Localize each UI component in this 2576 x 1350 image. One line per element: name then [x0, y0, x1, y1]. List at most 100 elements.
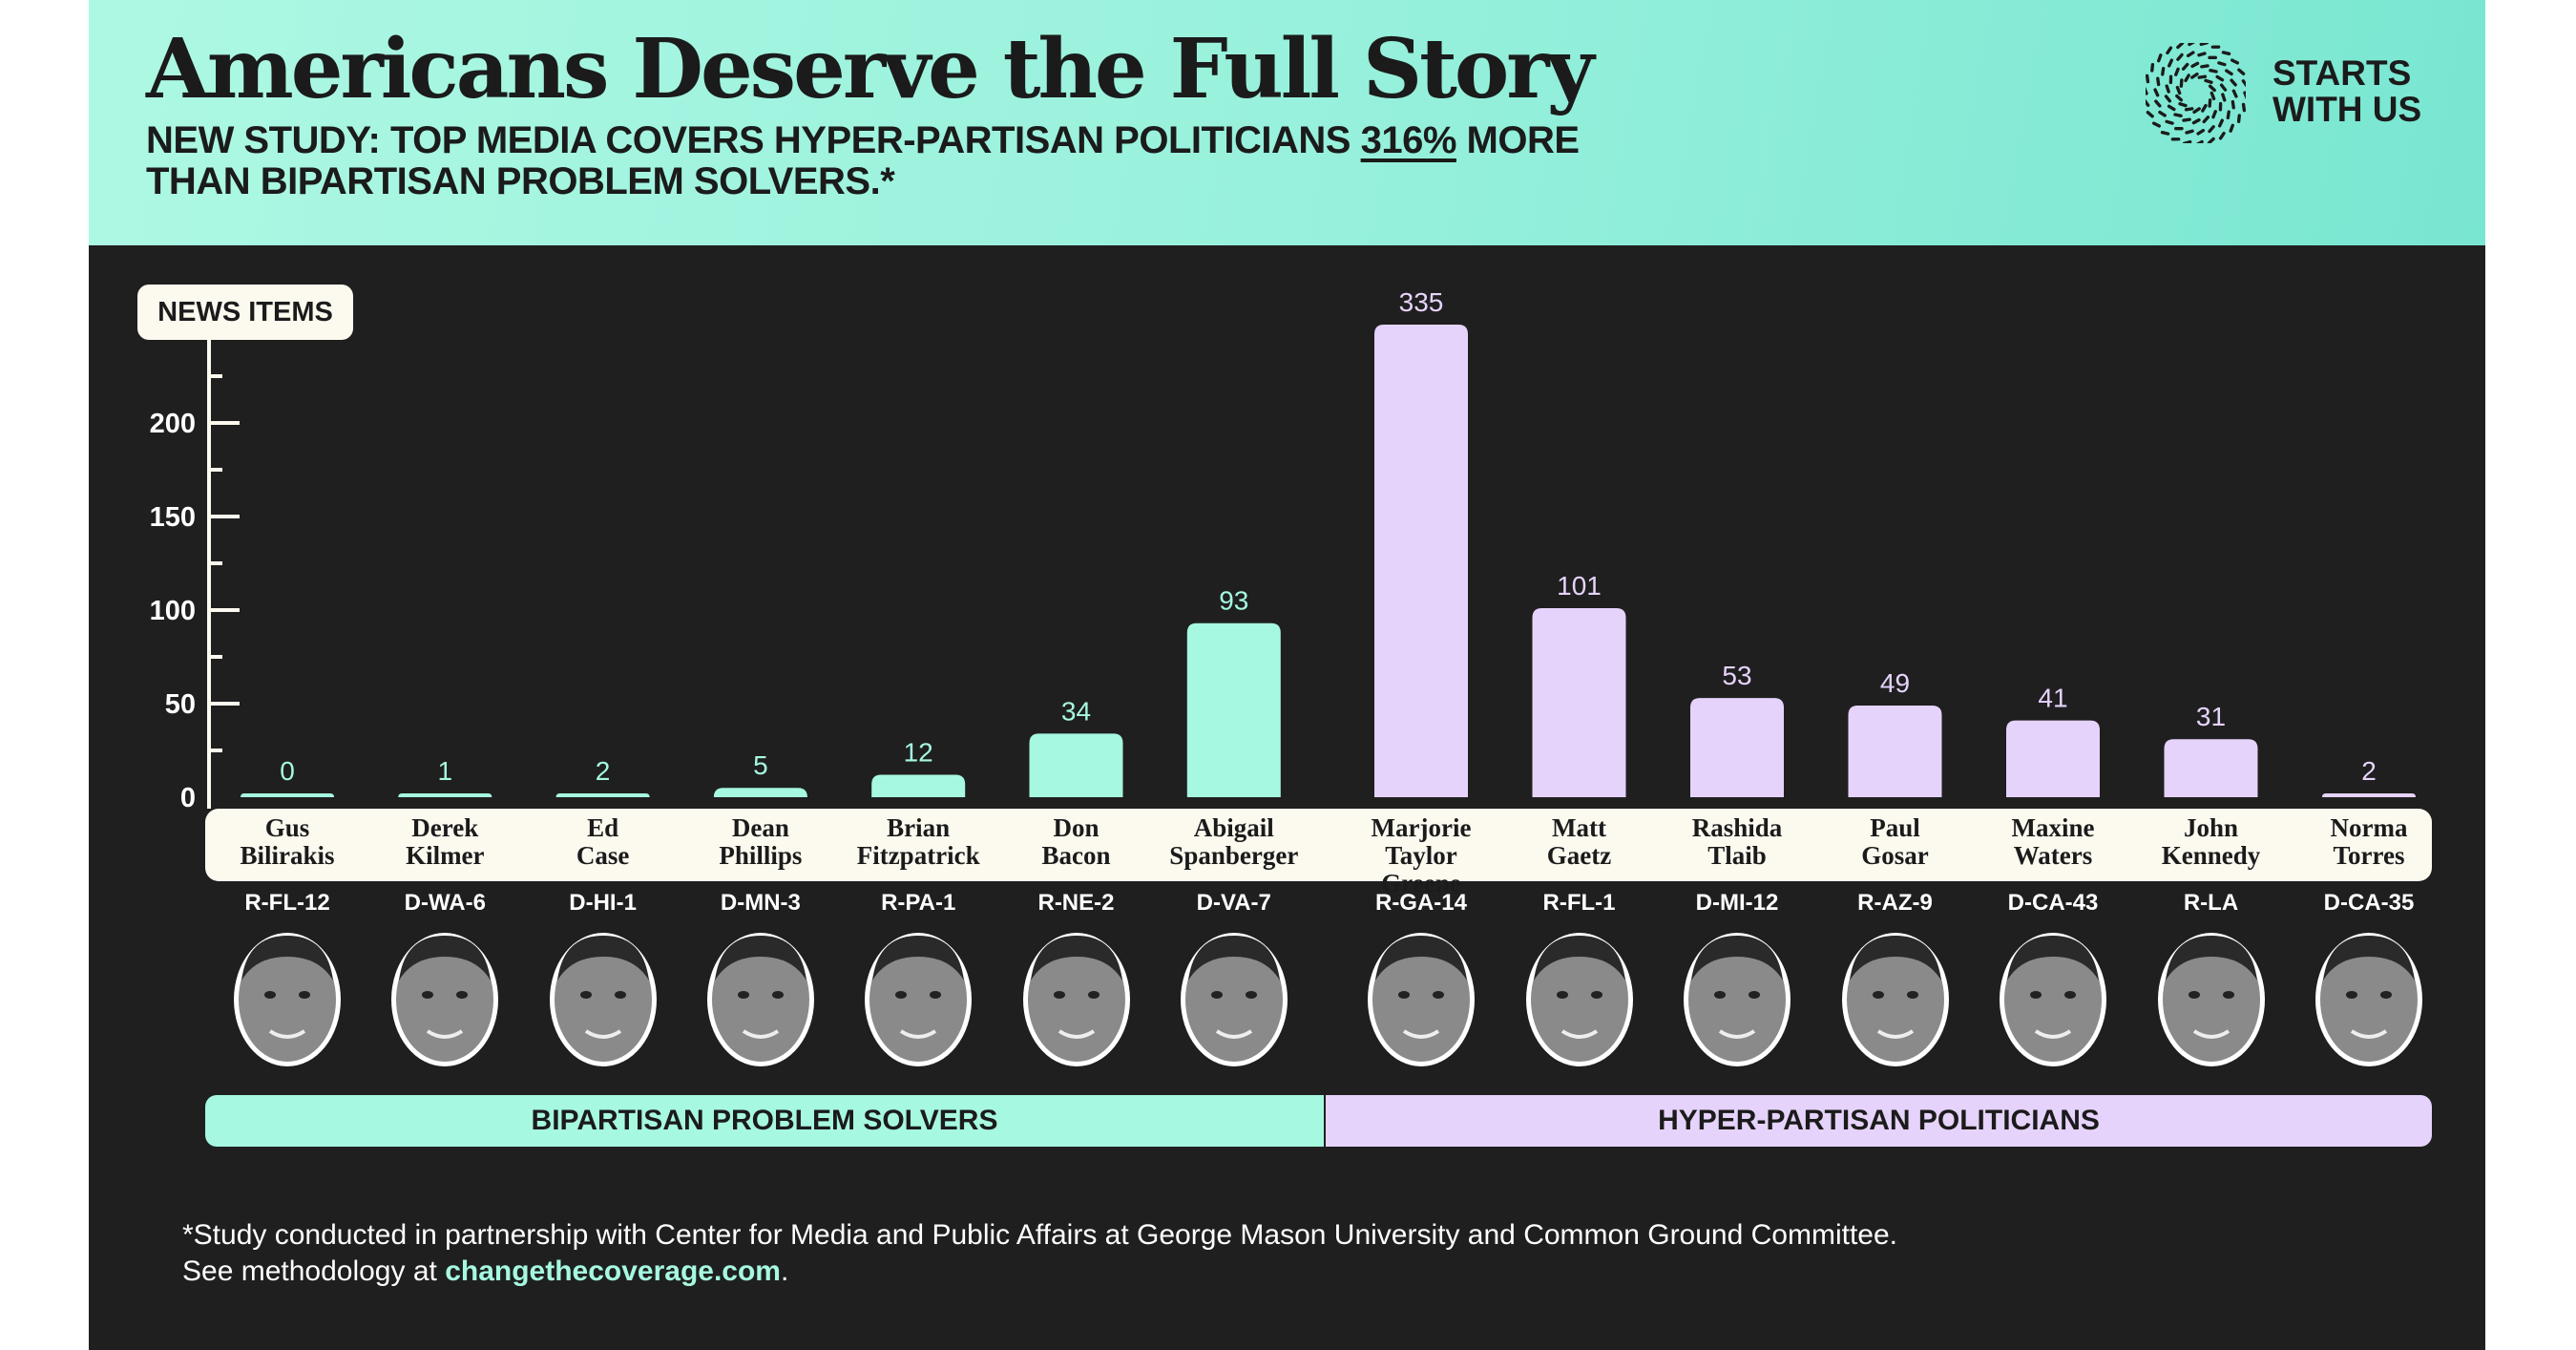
portrait-photo — [391, 933, 499, 1066]
name-line: Ed — [587, 813, 619, 842]
category-name: Abigail Spanberger — [1158, 814, 1310, 870]
bar — [1532, 608, 1626, 797]
bar-value-label: 93 — [1219, 586, 1248, 616]
name-line: Torres — [2333, 841, 2405, 870]
district-label: R-GA-14 — [1374, 890, 1467, 916]
subtitle-line-1: NEW STUDY: TOP MEDIA COVERS HYPER-PARTIS… — [146, 119, 1580, 162]
portrait-photo — [1684, 933, 1791, 1066]
bar — [1374, 325, 1468, 797]
name-line: John — [2183, 813, 2239, 842]
name-line: Abigail — [1193, 813, 1274, 842]
bar — [713, 788, 807, 797]
name-line: Gus — [264, 813, 310, 842]
district-label: D-HI-1 — [569, 890, 637, 916]
methodology-link[interactable]: changethecoverage.com — [445, 1255, 781, 1287]
bar — [398, 793, 492, 797]
category-name: Rashida Tlaib — [1661, 814, 1813, 870]
y-tick-label: 100 — [150, 596, 196, 626]
bar-value-label: 49 — [1880, 668, 1910, 698]
name-line: Waters — [2013, 841, 2093, 870]
category-name: Brian Fitzpatrick — [842, 814, 995, 870]
bar — [1690, 698, 1784, 797]
category-name: Matt Gaetz — [1503, 814, 1656, 870]
district-label: R-PA-1 — [881, 890, 956, 916]
name-line: Bilirakis — [240, 841, 335, 870]
bar-value-label: 335 — [1399, 287, 1444, 317]
district-label: D-VA-7 — [1196, 890, 1271, 916]
portrait-photo — [1525, 933, 1633, 1066]
category-name: Dean Phillips — [684, 814, 837, 870]
y-tick-label: 0 — [180, 783, 196, 813]
district-label: D-MN-3 — [720, 890, 801, 916]
name-line: Dean — [731, 813, 789, 842]
bar-value-label: 1 — [438, 756, 453, 786]
district-label: D-WA-6 — [404, 890, 486, 916]
name-line: Taylor Greene — [1381, 841, 1461, 897]
name-line: Maxine — [2011, 813, 2095, 842]
portrait-photo — [1368, 933, 1475, 1066]
name-line: Phillips — [719, 841, 803, 870]
bar-value-label: 12 — [904, 737, 933, 767]
bar — [1848, 705, 1942, 797]
district-label: D-CA-35 — [2323, 890, 2415, 916]
bar — [1186, 622, 1281, 797]
subtitle-text: MORE — [1456, 119, 1581, 161]
category-name: Don Bacon — [1000, 814, 1153, 870]
footnote-text: See methodology at — [182, 1255, 446, 1287]
district-label: R-FL-12 — [244, 890, 330, 916]
portrait-photo — [706, 933, 814, 1066]
portrait-photo — [1180, 933, 1288, 1066]
name-line: Bacon — [1041, 841, 1111, 870]
district-label: R-FL-1 — [1542, 890, 1616, 916]
portrait-photo — [2157, 933, 2265, 1066]
y-tick-label: 150 — [150, 502, 196, 533]
district-label: R-LA — [2183, 890, 2239, 916]
bar-value-label: 41 — [2038, 684, 2067, 713]
district-label: R-AZ-9 — [1857, 890, 1933, 916]
portrait-photo — [2315, 933, 2422, 1066]
name-line: Marjorie — [1371, 813, 1472, 842]
subtitle-text: NEW STUDY: TOP MEDIA COVERS HYPER-PARTIS… — [146, 119, 1361, 161]
name-line: Tlaib — [1707, 841, 1767, 870]
logo-line-1: STARTS — [2272, 53, 2412, 93]
name-line: Derek — [411, 813, 479, 842]
name-line: Case — [576, 841, 630, 870]
category-name: Paul Gosar — [1819, 814, 1972, 870]
y-tick-label: 50 — [165, 689, 196, 720]
footnote-text: . — [780, 1255, 789, 1287]
portrait-photo — [1841, 933, 1949, 1066]
name-line: Fitzpatrick — [856, 841, 980, 870]
bar — [2006, 720, 2100, 797]
logo-line-2: WITH US — [2272, 90, 2422, 129]
page-title: Americans Deserve the Full Story — [146, 21, 1594, 117]
group-bipartisan: BIPARTISAN PROBLEM SOLVERS — [205, 1095, 1324, 1147]
category-name: Gus Bilirakis — [211, 814, 364, 870]
portrait-photo — [1022, 933, 1130, 1066]
portrait-photo — [234, 933, 341, 1066]
portrait-photo — [2000, 933, 2106, 1066]
bar-value-label: 0 — [280, 756, 295, 786]
bar-value-label: 31 — [2196, 702, 2226, 731]
name-line: Norma — [2330, 813, 2408, 842]
category-name: John Kennedy — [2135, 814, 2288, 870]
footnote-line-2: See methodology at changethecoverage.com… — [182, 1255, 788, 1288]
name-line: Kilmer — [406, 841, 485, 870]
name-line: Spanberger — [1169, 841, 1299, 870]
name-line: Rashida — [1691, 813, 1783, 842]
group-hyper-partisan: HYPER-PARTISAN POLITICIANS — [1326, 1095, 2432, 1147]
name-line: Paul — [1870, 813, 1920, 842]
bar-value-label: 5 — [753, 750, 768, 780]
bar-value-label: 2 — [2361, 756, 2377, 786]
bar-value-label: 53 — [1722, 661, 1751, 690]
header-banner: Americans Deserve the Full Story NEW STU… — [89, 0, 2485, 245]
portrait-photo — [549, 933, 657, 1066]
logo-text: STARTS WITH US — [2272, 55, 2421, 128]
category-name: Marjorie Taylor Greene — [1345, 814, 1497, 897]
bar — [241, 793, 334, 797]
category-name: Maxine Waters — [1977, 814, 2129, 870]
category-name: Ed Case — [527, 814, 680, 870]
chart-panel — [89, 245, 2485, 1350]
district-label: R-NE-2 — [1037, 890, 1115, 916]
bar-value-label: 2 — [596, 756, 611, 786]
